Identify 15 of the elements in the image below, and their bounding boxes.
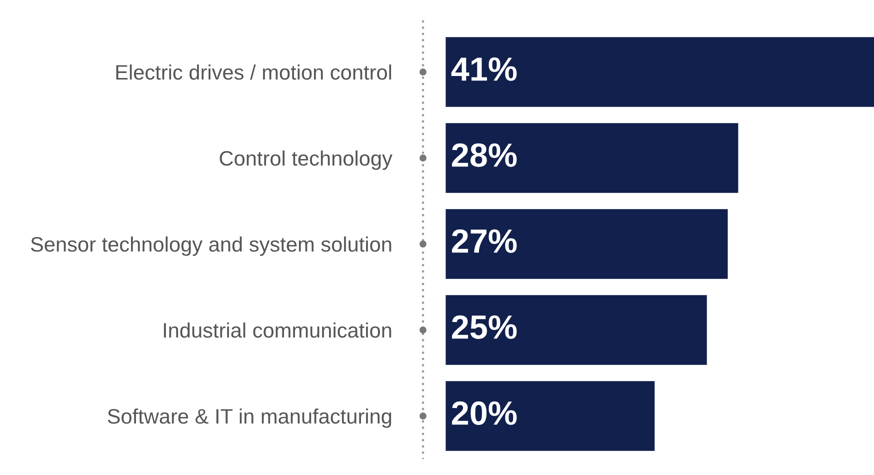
y-tick-label: Sensor technology and system solution [30,236,392,256]
bar [446,295,707,365]
y-tick-label: Control technology [220,150,392,170]
data-label: 28% [452,143,517,167]
y-tick-label: Software & IT in manufacturing [108,408,392,428]
y-tick-label: Industrial communication [164,322,392,338]
y-tick-label: Electric drives / motion control [116,64,392,80]
bar [446,209,728,279]
data-label: 27% [452,229,517,253]
bar [446,123,738,193]
data-label: 41% [451,57,517,81]
data-label: 25% [452,315,517,339]
bar [446,37,874,107]
data-label: 20% [452,401,517,425]
bar [446,381,655,451]
